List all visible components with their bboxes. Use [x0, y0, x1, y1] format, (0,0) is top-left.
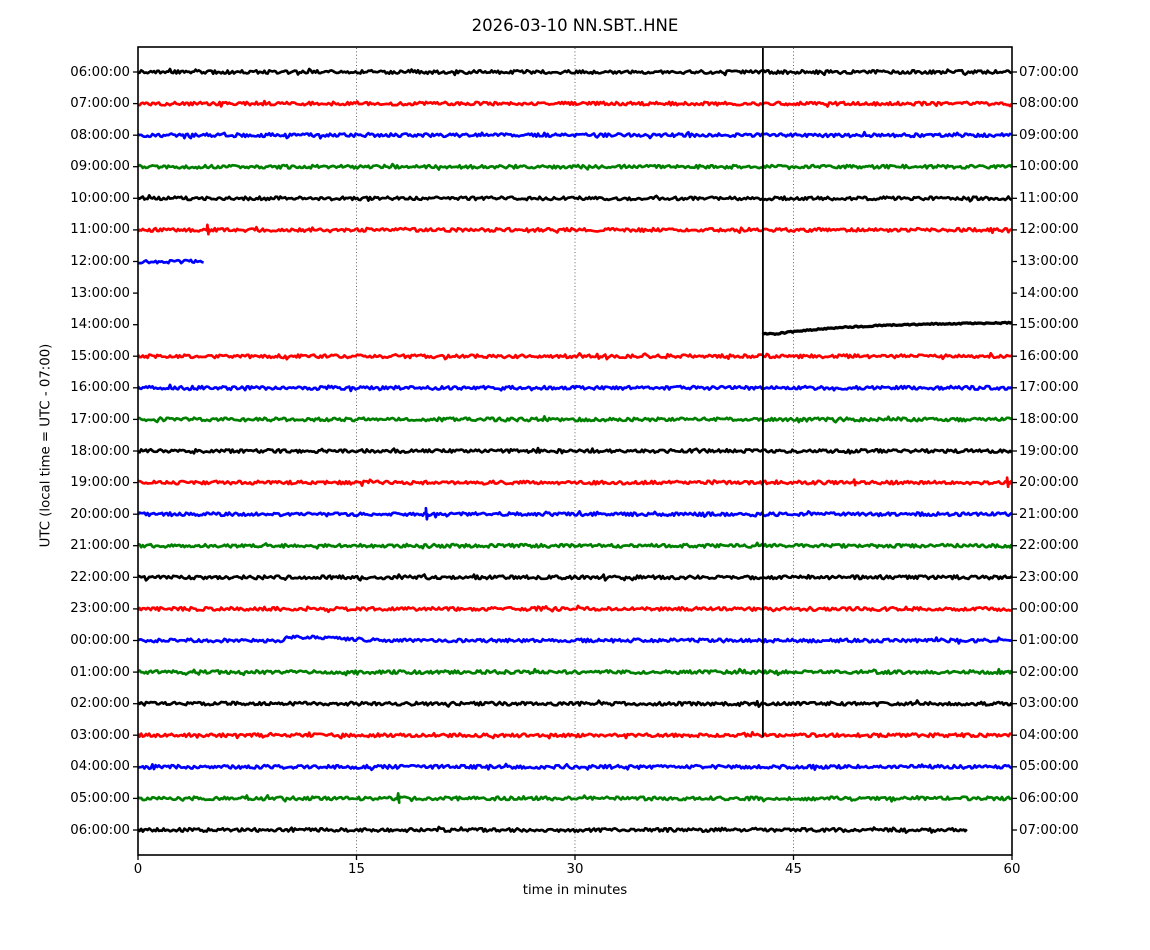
- y-tick-label-right-12: 19:00:00: [1019, 443, 1079, 459]
- y-tick-label-right-24: 07:00:00: [1019, 822, 1079, 838]
- y-tick-label-right-19: 02:00:00: [1019, 664, 1079, 680]
- y-tick-label-right-1: 08:00:00: [1019, 96, 1079, 112]
- y-tick-label-left-8: 14:00:00: [70, 317, 130, 333]
- trace-row-8: [761, 320, 1012, 336]
- trace-row-23: [138, 792, 1012, 805]
- y-tick-label-left-22: 04:00:00: [70, 759, 130, 775]
- y-tick-label-right-9: 16:00:00: [1019, 348, 1079, 364]
- trace-row-0: [138, 67, 1012, 77]
- y-tick-label-left-5: 11:00:00: [70, 222, 130, 238]
- trace-row-22: [138, 762, 1012, 772]
- trace-row-12: [138, 446, 1012, 455]
- y-tick-label-left-16: 22:00:00: [70, 569, 130, 585]
- y-tick-label-left-3: 09:00:00: [70, 159, 130, 175]
- y-tick-label-left-19: 01:00:00: [70, 664, 130, 680]
- y-tick-label-right-20: 03:00:00: [1019, 696, 1079, 712]
- trace-row-21: [138, 730, 1012, 740]
- y-tick-label-right-16: 23:00:00: [1019, 569, 1079, 585]
- y-tick-label-right-11: 18:00:00: [1019, 411, 1079, 427]
- x-tick-label-0: 0: [133, 862, 143, 877]
- trace-row-18: [138, 634, 1012, 645]
- y-tick-label-left-24: 06:00:00: [70, 822, 130, 838]
- y-tick-label-left-0: 06:00:00: [70, 64, 130, 80]
- y-tick-label-right-13: 20:00:00: [1019, 475, 1079, 491]
- trace-row-10: [138, 383, 1012, 393]
- y-tick-label-right-5: 12:00:00: [1019, 222, 1079, 238]
- x-tick-label-1: 15: [348, 862, 365, 877]
- y-tick-label-right-18: 01:00:00: [1019, 633, 1079, 648]
- trace-row-2: [138, 130, 1012, 140]
- trace-row-20: [138, 699, 1012, 708]
- y-tick-label-right-2: 09:00:00: [1019, 127, 1079, 143]
- y-tick-label-right-22: 05:00:00: [1019, 759, 1079, 775]
- trace-row-9: [138, 351, 1012, 361]
- y-tick-label-left-20: 02:00:00: [70, 696, 130, 712]
- trace-row-4: [138, 194, 1012, 203]
- trace-row-14: [138, 506, 1012, 521]
- y-tick-label-left-1: 07:00:00: [70, 96, 130, 112]
- trace-row-13: [138, 476, 1012, 489]
- trace-row-16: [138, 573, 1012, 582]
- y-tick-label-right-10: 17:00:00: [1019, 380, 1079, 396]
- x-axis-label: time in minutes: [522, 883, 628, 898]
- trace-row-15: [138, 541, 1012, 550]
- x-tick-label-2: 30: [566, 862, 584, 877]
- x-tick-label-3: 45: [785, 862, 802, 877]
- y-tick-label-left-9: 15:00:00: [70, 348, 130, 364]
- y-tick-label-left-10: 16:00:00: [70, 380, 130, 396]
- y-tick-label-right-0: 07:00:00: [1019, 64, 1079, 80]
- y-tick-label-left-12: 18:00:00: [70, 443, 130, 459]
- y-tick-label-left-18: 00:00:00: [70, 633, 130, 648]
- y-tick-label-left-13: 19:00:00: [70, 475, 130, 491]
- chart-title: 2026-03-10 NN.SBT..HNE: [471, 16, 679, 35]
- trace-row-6: [138, 258, 204, 265]
- trace-row-3: [138, 162, 1012, 171]
- y-tick-label-right-7: 14:00:00: [1019, 285, 1079, 301]
- y-tick-label-right-21: 04:00:00: [1019, 727, 1079, 743]
- y-tick-label-left-4: 10:00:00: [70, 190, 130, 206]
- y-tick-label-left-14: 20:00:00: [70, 506, 130, 522]
- y-tick-label-right-17: 00:00:00: [1019, 601, 1079, 617]
- y-tick-label-right-8: 15:00:00: [1019, 317, 1079, 333]
- y-tick-label-left-15: 21:00:00: [70, 538, 130, 554]
- x-tick-label-4: 60: [1003, 862, 1021, 877]
- y-tick-label-right-6: 13:00:00: [1019, 254, 1079, 269]
- y-tick-label-left-7: 13:00:00: [70, 285, 130, 301]
- y-tick-label-right-3: 10:00:00: [1019, 159, 1079, 175]
- trace-row-19: [138, 667, 1012, 677]
- y-tick-label-left-23: 05:00:00: [70, 790, 130, 806]
- y-tick-label-left-2: 08:00:00: [70, 127, 130, 143]
- trace-group: [138, 67, 1012, 834]
- y-tick-label-right-4: 11:00:00: [1019, 190, 1079, 206]
- y-tick-label-right-14: 21:00:00: [1019, 506, 1079, 522]
- trace-row-5: [138, 223, 1012, 236]
- trace-row-1: [138, 99, 1012, 108]
- trace-row-11: [138, 415, 1012, 424]
- trace-row-17: [138, 604, 1012, 614]
- trace-row-24: [138, 825, 968, 834]
- y-tick-label-right-23: 06:00:00: [1019, 790, 1079, 806]
- y-tick-label-left-21: 03:00:00: [70, 727, 130, 743]
- y-tick-label-right-15: 22:00:00: [1019, 538, 1079, 554]
- y-tick-label-left-6: 12:00:00: [70, 254, 130, 269]
- y-tick-label-left-11: 17:00:00: [70, 411, 130, 427]
- y-tick-label-left-17: 23:00:00: [70, 601, 130, 617]
